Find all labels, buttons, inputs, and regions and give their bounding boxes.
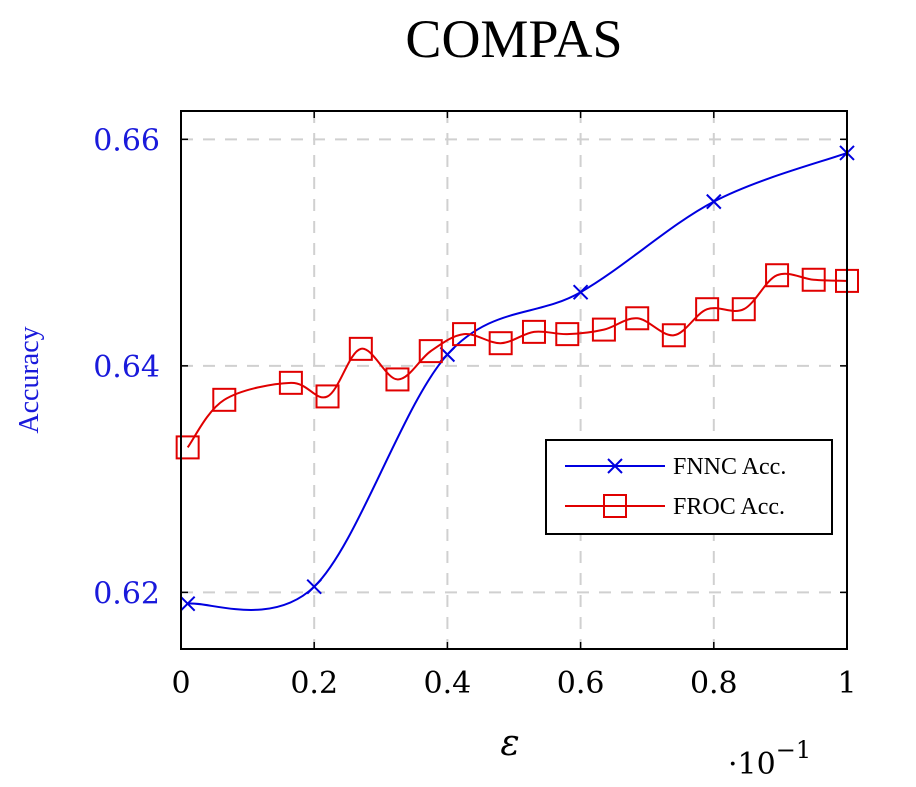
point-marker-froc	[555, 322, 580, 347]
point-marker-froc	[661, 323, 686, 348]
point-marker-froc	[521, 319, 546, 344]
point-marker-froc	[452, 322, 477, 347]
y-axis-label: Accuracy	[14, 326, 45, 433]
point-marker-fnnc	[706, 193, 722, 210]
point-marker-froc	[488, 331, 513, 356]
point-marker-froc	[731, 297, 756, 322]
legend-marker-froc	[603, 494, 627, 518]
x-multiplier-exponent: −1	[776, 736, 811, 764]
point-marker-fnnc	[572, 284, 589, 300]
series-lines	[186, 151, 848, 611]
point-marker-froc	[175, 435, 200, 460]
grid-lines	[181, 111, 847, 649]
y-tick-label: 0.64	[93, 350, 160, 385]
series-line-fnnc	[187, 151, 848, 611]
point-marker-froc	[212, 387, 237, 412]
x-axis-multiplier: ·10−1	[728, 736, 811, 782]
x-tick-label: 0.6	[557, 666, 605, 701]
axis-tick-labels: 0 0.2 0.4 0.6 0.8 1 0.62 0.64 0.66	[93, 123, 856, 701]
point-marker-froc	[315, 384, 340, 409]
legend: FNNC Acc. FROC Acc.	[545, 439, 833, 535]
point-marker-froc	[348, 336, 373, 361]
point-marker-froc	[418, 339, 443, 364]
point-marker-froc	[278, 370, 303, 395]
point-marker-fnnc	[179, 595, 196, 612]
series-markers	[175, 145, 859, 612]
x-tick-label: 0.8	[690, 666, 738, 701]
legend-label-froc: FROC Acc.	[673, 494, 785, 520]
legend-label-fnnc: FNNC Acc.	[673, 454, 786, 480]
series-line-froc	[186, 272, 848, 449]
x-tick-label: 0.4	[424, 666, 472, 701]
point-marker-froc	[695, 297, 720, 322]
x-multiplier-base: ·10	[728, 747, 776, 782]
plot-frame	[180, 110, 848, 650]
point-marker-froc	[591, 317, 616, 342]
legend-marker-fnnc	[607, 458, 623, 474]
axis-ticks	[180, 111, 848, 649]
point-marker-fnnc	[306, 578, 322, 595]
point-marker-froc	[385, 367, 410, 392]
point-marker-froc	[625, 306, 650, 331]
legend-box	[545, 439, 833, 535]
y-tick-label: 0.62	[93, 576, 160, 611]
x-tick-label: 0.2	[290, 666, 338, 701]
x-tick-label: 0	[171, 666, 190, 701]
y-tick-label: 0.66	[93, 123, 160, 158]
point-marker-froc	[765, 263, 790, 288]
x-tick-label: 1	[837, 666, 856, 701]
chart-title: COMPAS	[405, 9, 622, 69]
x-axis-label: ε	[500, 723, 519, 764]
point-marker-froc	[801, 267, 826, 292]
